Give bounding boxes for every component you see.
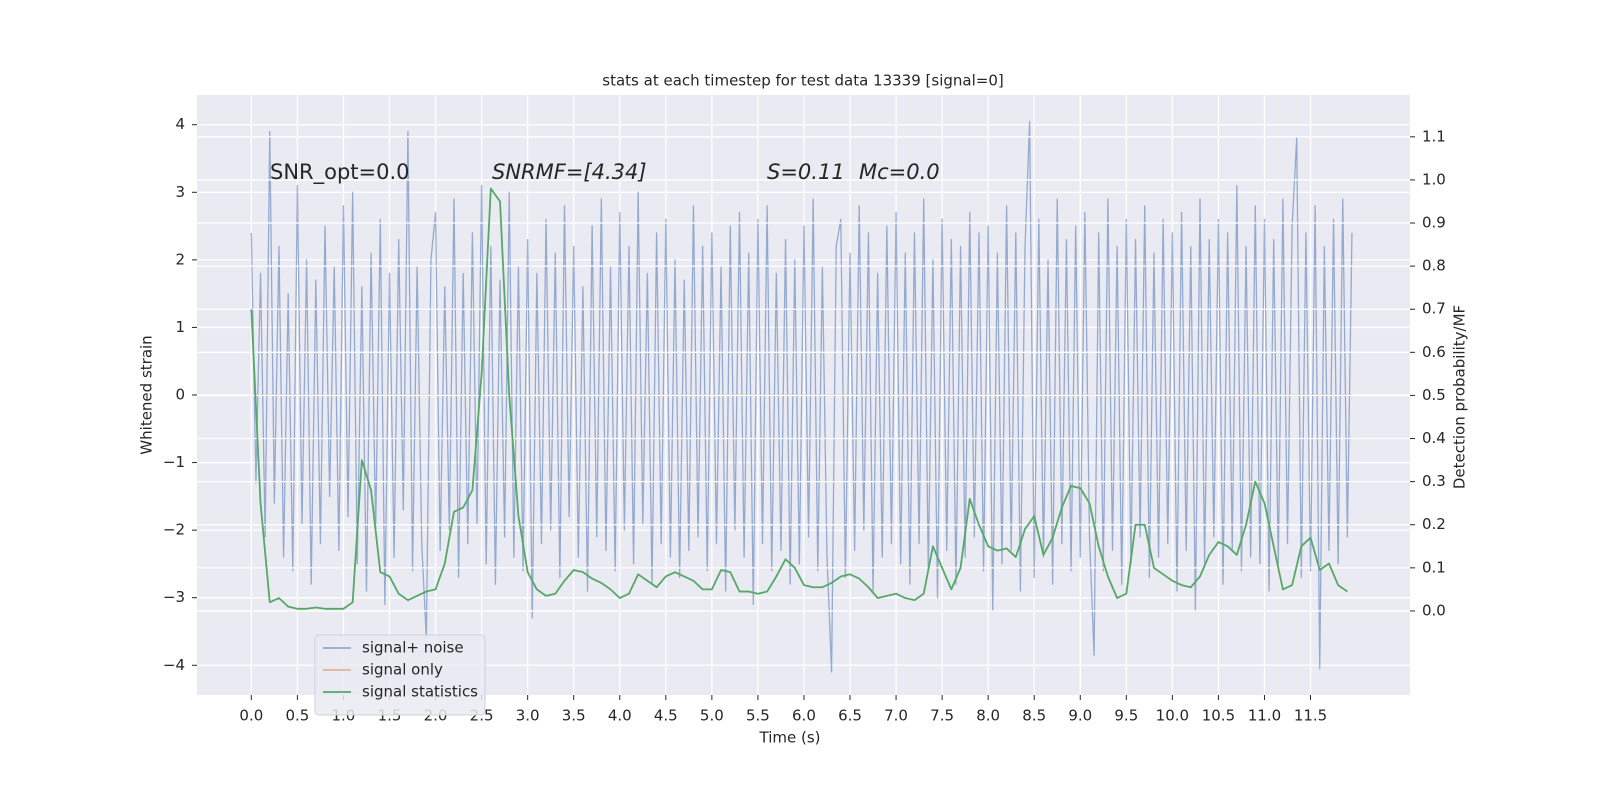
y2-tick-label: 0.5 [1422, 386, 1446, 404]
x-tick-label: 6.5 [838, 707, 862, 725]
legend-label: signal only [362, 661, 443, 679]
y2-tick-label: 0.3 [1422, 472, 1446, 490]
series-line [250, 187, 1348, 610]
x-tick-label: 10.0 [1156, 707, 1189, 725]
x-tick-label: 3.5 [562, 707, 586, 725]
legend-box [314, 634, 486, 716]
x-tick-label: 7.0 [884, 707, 908, 725]
legend-label: signal+ noise [362, 639, 464, 657]
y-tick-label: 2 [175, 250, 185, 268]
annotation: S=0.11 [767, 160, 845, 184]
x-tick-label: 8.5 [1022, 707, 1046, 725]
x-tick-label: 6.0 [792, 707, 816, 725]
x-tick-label: 10.5 [1202, 707, 1235, 725]
legend-label: signal statistics [362, 683, 478, 701]
annotation: Mc=0.0 [859, 160, 940, 184]
y2-axis-label: Detection probability/MF [1451, 305, 1469, 489]
y-tick-label: −3 [163, 588, 185, 606]
x-tick-label: 9.5 [1114, 707, 1138, 725]
x-tick-label: 7.5 [930, 707, 954, 725]
y-tick-label: −2 [163, 521, 185, 539]
y-axis-label: Whitened strain [138, 335, 156, 454]
x-tick-label: 3.0 [516, 707, 540, 725]
x-tick-label: 0.5 [285, 707, 309, 725]
y-tick-label: 4 [175, 115, 185, 133]
y2-tick-label: 0.0 [1422, 601, 1446, 619]
x-tick-label: 8.0 [976, 707, 1000, 725]
annotation: SNR_opt=0.0 [270, 160, 410, 185]
x-tick-label: 5.0 [700, 707, 724, 725]
y2-tick-label: 0.1 [1422, 558, 1446, 576]
y2-tick-label: 0.6 [1422, 343, 1446, 361]
x-tick-label: 0.0 [239, 707, 263, 725]
y2-tick-label: 1.1 [1422, 127, 1446, 145]
y2-tick-label: 0.7 [1422, 300, 1446, 318]
y2-tick-label: 1.0 [1422, 170, 1446, 188]
y2-tick-label: 0.4 [1422, 429, 1446, 447]
y2-tick-label: 0.8 [1422, 257, 1446, 275]
annotation: SNRMF=[4.34] [492, 160, 647, 184]
y2-tick-label: 0.2 [1422, 515, 1446, 533]
y-tick-label: 0 [175, 386, 185, 404]
y-tick-label: −4 [163, 656, 185, 674]
x-tick-label: 4.5 [654, 707, 678, 725]
x-tick-label: 11.0 [1248, 707, 1281, 725]
foreground [197, 136, 1410, 612]
y-tick-label: 3 [175, 183, 185, 201]
x-axis-label: Time (s) [759, 729, 821, 747]
chart-title: stats at each timestep for test data 133… [602, 72, 1003, 90]
y-tick-label: 1 [175, 318, 185, 336]
x-tick-label: 4.0 [608, 707, 632, 725]
x-tick-label: 5.5 [746, 707, 770, 725]
y2-tick-label: 0.9 [1422, 214, 1446, 232]
y-tick-label: −1 [163, 453, 185, 471]
x-tick-label: 11.5 [1294, 707, 1327, 725]
x-tick-label: 9.0 [1068, 707, 1092, 725]
